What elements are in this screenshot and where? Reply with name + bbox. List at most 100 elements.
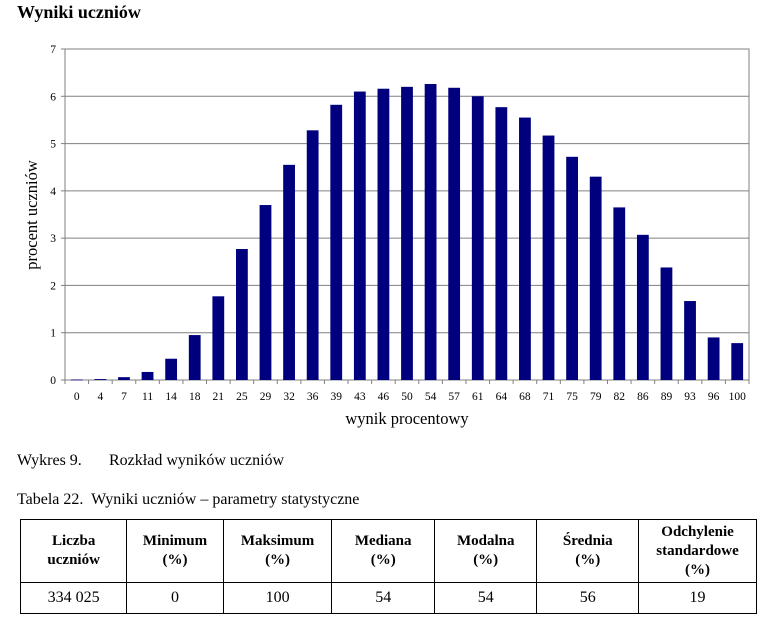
x-tick-label: 50 — [401, 391, 413, 403]
bar — [471, 96, 484, 381]
x-tick-label: 21 — [213, 391, 225, 403]
header-line: uczniów — [47, 552, 100, 568]
bar-chart: 0 1 2 3 4 5 6 7 0 4 7 11 14 18 21 25 29 32 36 39 43 46 50 54 57… — [22, 44, 750, 428]
bar — [448, 87, 461, 380]
table-header-cell: Minimum (%) — [126, 519, 224, 583]
table-cell: 100 — [222, 582, 333, 614]
bar — [542, 135, 555, 380]
x-tick-label: 82 — [614, 391, 626, 403]
bar — [566, 156, 578, 380]
header-line: (%) — [370, 552, 396, 568]
x-tick-label: 71 — [543, 391, 555, 403]
bar — [188, 335, 201, 380]
table-header-cell: Modalna (%) — [433, 519, 538, 583]
y-tick-label: 3 — [50, 233, 56, 245]
x-axis-title: wynik procentowy — [345, 409, 469, 428]
bar — [236, 249, 248, 380]
header-line: Maksimum — [240, 533, 315, 549]
x-tick-label: 46 — [378, 391, 390, 403]
table-cell: 54 — [331, 582, 435, 614]
table-caption: Tabela 22. Wyniki uczniów – parametry st… — [17, 491, 359, 509]
x-tick-label: 32 — [283, 391, 295, 403]
header-line: Minimum — [142, 533, 208, 549]
x-tick-labels: 0 4 7 11 14 18 21 25 29 32 36 39 43 46 50 54 57 61 64 68 71 7… — [64, 380, 750, 403]
bar — [424, 83, 437, 381]
y-tick-label: 4 — [50, 186, 56, 198]
header-line: Mediana — [354, 533, 412, 549]
statistics-table: Liczba uczniów Minimum (%) Maksimum (%) Median… — [19, 519, 757, 614]
bar — [259, 205, 272, 380]
header-line: Modalna — [456, 533, 515, 549]
x-tick-label: 100 — [729, 391, 747, 403]
figure-caption: Wykres 9. Rozkład wyników uczniów — [17, 452, 284, 470]
table-header-cell: Odchylenie standardowe (%) — [638, 519, 757, 583]
bar — [589, 176, 602, 380]
y-tick-label: 7 — [50, 44, 56, 56]
x-tick-label: 36 — [307, 391, 319, 403]
y-axis-title: procent uczniów — [22, 160, 41, 270]
y-tick-label: 0 — [50, 375, 56, 387]
header-line: (%) — [685, 561, 711, 578]
header-line: Odchylenie — [661, 523, 734, 540]
x-tick-label: 4 — [98, 391, 104, 403]
x-tick-label: 14 — [165, 391, 177, 403]
y-tick-label: 1 — [50, 328, 56, 340]
bar — [495, 107, 508, 380]
table-cell: 19 — [638, 582, 757, 614]
x-tick-label: 18 — [189, 391, 201, 403]
table-header-cell: Maksimum (%) — [222, 519, 333, 583]
table-row: 334 025 0 100 54 54 56 19 — [19, 582, 757, 614]
x-tick-label: 43 — [354, 391, 366, 403]
x-tick-label: 64 — [496, 391, 508, 403]
header-line: (%) — [473, 552, 499, 568]
x-tick-label: 54 — [425, 391, 437, 403]
table-header-cell: Liczba uczniów — [19, 519, 128, 583]
header-line: (%) — [162, 552, 188, 568]
x-tick-label: 11 — [142, 391, 153, 403]
x-tick-label: 89 — [661, 391, 673, 403]
table-cell: 54 — [433, 582, 538, 614]
bar — [636, 234, 649, 380]
table-header-cell: Mediana (%) — [331, 519, 435, 583]
x-tick-label: 96 — [708, 391, 720, 403]
header-line: (%) — [265, 552, 291, 568]
bar — [731, 343, 744, 380]
bar — [283, 164, 295, 380]
table-header-row: Liczba uczniów Minimum (%) Maksimum (%) Median… — [19, 519, 757, 583]
bar — [306, 130, 319, 380]
bar — [660, 267, 673, 380]
y-tick-label: 2 — [50, 280, 56, 292]
x-tick-label: 75 — [566, 391, 578, 403]
header-line: Liczba — [52, 533, 96, 549]
header-line: Średnia — [562, 533, 613, 549]
x-tick-label: 79 — [590, 391, 602, 403]
x-tick-label: 39 — [330, 391, 342, 403]
x-tick-label: 0 — [74, 391, 80, 403]
bar — [613, 207, 626, 380]
bar — [118, 377, 130, 380]
table-caption-text: Wyniki uczniów – parametry statystyczne — [91, 491, 360, 508]
figure-caption-text: Rozkład wyników uczniów — [109, 452, 285, 469]
y-tick-labels: 0 1 2 3 4 5 6 7 — [50, 44, 65, 387]
table-caption-number: Tabela 22. — [17, 491, 84, 508]
header-line: (%) — [575, 552, 601, 568]
y-tick-label: 6 — [50, 91, 56, 103]
table-cell: 56 — [536, 582, 640, 614]
bar — [684, 301, 696, 380]
bar — [707, 337, 720, 380]
bar — [70, 379, 83, 381]
bar — [353, 91, 366, 381]
table-header-cell: Średnia (%) — [536, 519, 640, 583]
bar — [165, 358, 178, 380]
x-tick-label: 25 — [236, 391, 248, 403]
bar — [94, 379, 107, 380]
bar — [519, 117, 531, 381]
table-cell: 334 025 — [19, 582, 128, 614]
x-tick-label: 86 — [637, 391, 649, 403]
x-tick-label: 29 — [260, 391, 272, 403]
bars — [70, 83, 744, 381]
x-tick-label: 93 — [684, 391, 696, 403]
x-tick-label: 57 — [448, 391, 460, 403]
figure-caption-number: Wykres 9. — [17, 452, 82, 469]
y-tick-label: 5 — [50, 139, 56, 151]
